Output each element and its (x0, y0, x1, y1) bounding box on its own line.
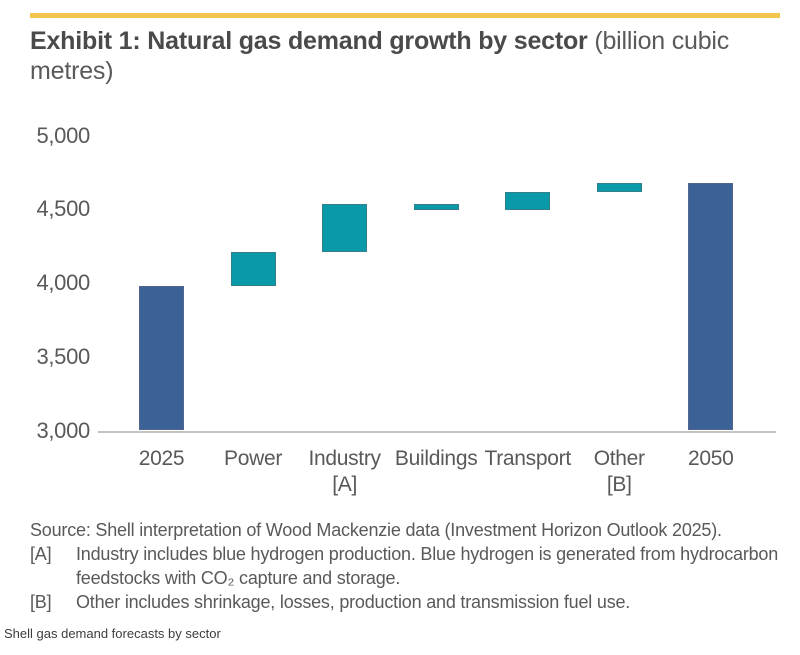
y-tick-label: 4,000 (36, 270, 90, 296)
footnote-b-tag: [B] (30, 592, 52, 612)
x-label-2050: 2050 (688, 447, 734, 470)
screenshot-caption: Shell gas demand forecasts by sector (4, 626, 221, 641)
y-tick-label: 4,500 (36, 196, 90, 222)
x-sublabel-industry: [A] (332, 473, 357, 496)
x-label-industry: Industry (308, 447, 381, 470)
footnote-b: [B] Other includes shrinkage, losses, pr… (30, 590, 786, 614)
x-axis-line (98, 430, 776, 433)
x-label-2025: 2025 (138, 447, 185, 470)
footnote-a-text: Industry includes blue hydrogen producti… (76, 544, 779, 588)
x-label-buildings: Buildings (394, 447, 478, 470)
bar-transport (505, 191, 551, 211)
title-unit: (billion cubic metres) (30, 27, 730, 85)
source-text: Source: Shell interpretation of Wood Mac… (30, 520, 722, 540)
x-sublabel-other: [B] (606, 473, 632, 496)
title-text: Exhibit 1: Natural gas demand growth by … (30, 27, 588, 55)
bar-other (596, 182, 642, 192)
bar-2050 (688, 182, 734, 431)
page-title: Exhibit 1: Natural gas demand growth by … (30, 26, 778, 86)
waterfall-chart: 3,000 3,500 4,000 4,500 5,000 2025 Power Indust… (36, 122, 776, 496)
accent-rule (30, 13, 780, 18)
x-label-other: Other (593, 447, 645, 470)
footnote-a: [A] Industry includes blue hydrogen prod… (30, 542, 786, 590)
bar-power (230, 252, 276, 287)
y-tick-label: 5,000 (36, 122, 90, 148)
footnotes: Source: Shell interpretation of Wood Mac… (30, 518, 786, 614)
bar-buildings (413, 203, 459, 211)
bar-industry (322, 203, 368, 253)
bar-2025 (139, 286, 184, 431)
source-line: Source: Shell interpretation of Wood Mac… (30, 518, 786, 542)
x-label-transport: Transport (484, 447, 571, 470)
y-tick-label: 3,000 (36, 417, 90, 443)
footnote-a-tag: [A] (30, 544, 52, 564)
footnote-b-text: Other includes shrinkage, losses, produc… (76, 592, 631, 612)
y-tick-label: 3,500 (36, 343, 90, 369)
x-label-power: Power (224, 447, 283, 470)
